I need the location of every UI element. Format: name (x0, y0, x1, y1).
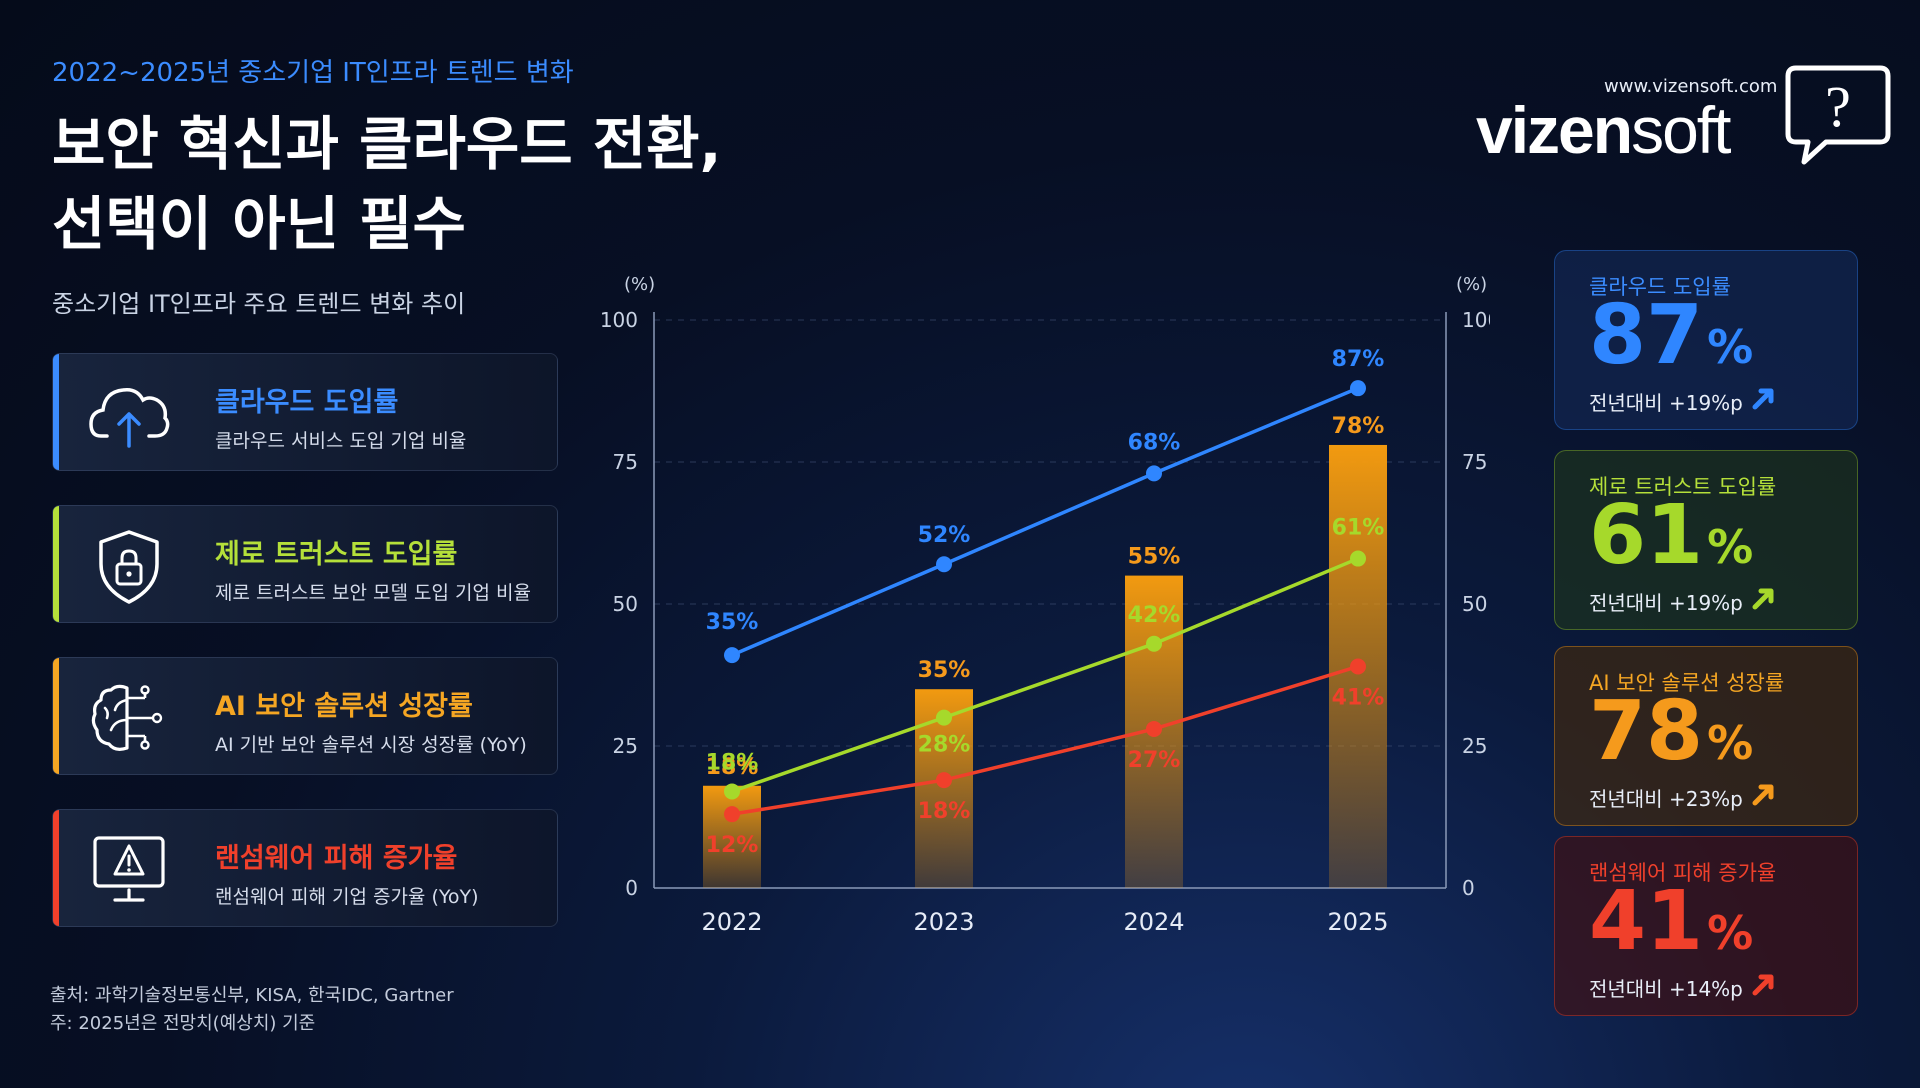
chart-description: 중소기업 IT인프라 주요 트렌드 변화 추이 (52, 290, 466, 318)
series-line (731, 386, 1359, 657)
bar-label: 18% (706, 755, 759, 780)
x-tick-label: 2023 (913, 908, 974, 936)
title-line-1: 보안 혁신과 클라우드 전환, (52, 110, 722, 178)
kpi-label: AI 보안 솔루션 성장률 (1589, 671, 1785, 695)
series-point (936, 709, 952, 726)
y-tick-left: 0 (625, 876, 638, 900)
y-unit-left: (%) (624, 274, 655, 295)
card-desc: 제로 트러스트 보안 모델 도입 기업 비율 (215, 582, 531, 604)
series-point (1350, 658, 1366, 675)
y-tick-right: 50 (1462, 592, 1487, 616)
series-point (1146, 635, 1162, 652)
x-tick-label: 2024 (1123, 908, 1184, 936)
series-point (1146, 720, 1162, 737)
point-label: 52% (918, 523, 971, 548)
cloud-upload-icon (89, 387, 170, 448)
point-label: 18% (918, 799, 971, 824)
source-note: 출처: 과학기술정보통신부, KISA, 한국IDC, Gartner 주: 2… (50, 982, 454, 1038)
series-point (1350, 550, 1366, 567)
series-point (936, 772, 952, 789)
y-tick-left: 100 (600, 308, 638, 332)
shield-lock-icon (99, 530, 159, 604)
card-ai-security: AI 보안 솔루션 성장률 AI 기반 보안 솔루션 시장 성장률 (YoY) (52, 657, 558, 775)
ai-brain-icon (91, 684, 163, 751)
page-title: 보안 혁신과 클라우드 전환, 선택이 아닌 필수 (52, 104, 722, 264)
monitor-warning-icon (93, 836, 165, 902)
point-label: 42% (1128, 603, 1181, 628)
y-tick-left: 50 (613, 592, 638, 616)
page-subtitle: 2022~2025년 중소기업 IT인프라 트렌드 변화 (52, 58, 574, 88)
series-point (936, 556, 952, 573)
kpi-ransomware: 랜섬웨어 피해 증가율 41% 전년대비 +14%p (1554, 836, 1858, 1016)
kpi-value: 87% (1589, 288, 1754, 383)
bar-label: 55% (1128, 545, 1181, 570)
up-arrow-icon (1752, 784, 1774, 806)
kpi-value: 41% (1589, 874, 1754, 969)
y-tick-left: 75 (613, 450, 638, 474)
card-desc: 랜섬웨어 피해 기업 증가율 (YoY) (215, 886, 479, 908)
up-arrow-icon (1752, 974, 1774, 996)
website-url[interactable]: www.vizensoft.com (1604, 76, 1778, 97)
trend-chart: 0 0 25 25 50 50 75 75 100 100 (%) (%) 2022 2023 2024 2… (600, 274, 1490, 936)
y-tick-right: 100 (1462, 308, 1490, 332)
series-point (1350, 380, 1366, 397)
footnote-line: 주: 2025년은 전망치(예상치) 기준 (50, 1013, 316, 1034)
y-tick-right: 0 (1462, 876, 1475, 900)
card-title: 제로 트러스트 도입률 (215, 539, 458, 570)
y-tick-right: 75 (1462, 450, 1487, 474)
point-label: 18% (706, 750, 759, 775)
point-label: 35% (706, 610, 759, 635)
y-unit-right: (%) (1456, 274, 1487, 295)
point-label: 87% (1332, 347, 1385, 372)
series-line (731, 556, 1359, 794)
series-point (724, 806, 740, 823)
kpi-value: 78% (1589, 684, 1754, 779)
card-desc: 클라우드 서비스 도입 기업 비율 (215, 430, 467, 452)
point-label: 28% (918, 733, 971, 758)
point-label: 41% (1332, 685, 1385, 710)
bar (703, 785, 761, 888)
kpi-change: 전년대비 +19%p (1589, 391, 1743, 415)
card-title: 랜섬웨어 피해 증가율 (215, 843, 458, 874)
kpi-change: 전년대비 +23%p (1589, 787, 1743, 811)
series-point (724, 647, 740, 664)
up-arrow-icon (1752, 588, 1774, 610)
kpi-zerotrust: 제로 트러스트 도입률 61% 전년대비 +19%p (1554, 450, 1858, 630)
svg-text:?: ? (1825, 74, 1851, 139)
series-line (731, 664, 1359, 816)
bar-label: 35% (918, 658, 971, 683)
y-tick-right: 25 (1462, 734, 1487, 758)
point-label: 68% (1128, 430, 1181, 455)
y-tick-left: 25 (613, 734, 638, 758)
card-title: AI 보안 솔루션 성장률 (215, 691, 473, 722)
title-line-2: 선택이 아닌 필수 (52, 190, 466, 258)
card-zerotrust: 제로 트러스트 도입률 제로 트러스트 보안 모델 도입 기업 비율 (52, 505, 558, 623)
question-bubble-icon: ? (1785, 65, 1891, 165)
series-point (724, 783, 740, 800)
card-ransomware: 랜섬웨어 피해 증가율 랜섬웨어 피해 기업 증가율 (YoY) (52, 809, 558, 927)
x-tick-label: 2022 (701, 908, 762, 936)
x-tick-label: 2025 (1327, 908, 1388, 936)
kpi-label: 랜섬웨어 피해 증가율 (1589, 861, 1777, 885)
kpi-change: 전년대비 +19%p (1589, 591, 1743, 615)
kpi-cloud: 클라우드 도입률 87% 전년대비 +19%p (1554, 250, 1858, 430)
kpi-label: 클라우드 도입률 (1589, 275, 1731, 299)
point-label: 61% (1332, 516, 1385, 541)
logo-wordmark: vizensoft (1476, 93, 1731, 167)
vizensoft-logo[interactable]: www.vizensoft.com vizensoft ? (1476, 62, 1896, 172)
kpi-change: 전년대비 +14%p (1589, 977, 1743, 1001)
up-arrow-icon (1752, 388, 1774, 410)
card-cloud: 클라우드 도입률 클라우드 서비스 도입 기업 비율 (52, 353, 558, 471)
source-line: 출처: 과학기술정보통신부, KISA, 한국IDC, Gartner (50, 985, 454, 1006)
point-label: 12% (706, 833, 759, 858)
card-title: 클라우드 도입률 (215, 387, 399, 418)
series-point (1146, 465, 1162, 482)
kpi-ai-security: AI 보안 솔루션 성장률 78% 전년대비 +23%p (1554, 646, 1858, 826)
bar-label: 78% (1332, 414, 1385, 439)
kpi-value: 61% (1589, 488, 1754, 583)
point-label: 27% (1128, 748, 1181, 773)
kpi-label: 제로 트러스트 도입률 (1589, 475, 1777, 499)
card-desc: AI 기반 보안 솔루션 시장 성장률 (YoY) (215, 734, 527, 756)
